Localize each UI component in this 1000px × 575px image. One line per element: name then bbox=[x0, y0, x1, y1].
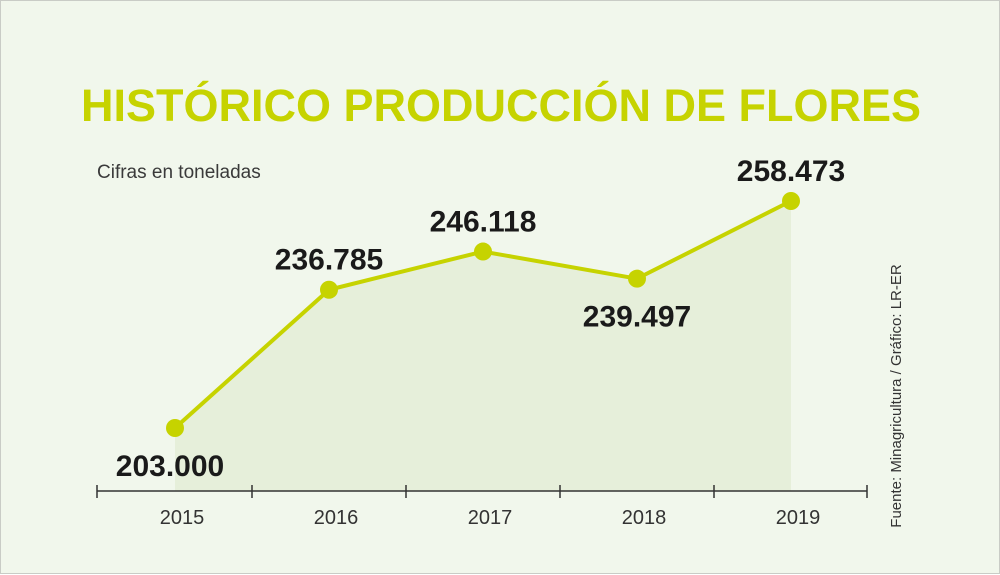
chart-title: HISTÓRICO PRODUCCIÓN DE FLORES bbox=[81, 80, 921, 131]
data-point-2016 bbox=[320, 280, 338, 299]
x-tick-label-2018: 2018 bbox=[622, 507, 667, 529]
data-points bbox=[166, 192, 800, 437]
data-label-2018: 239.497 bbox=[583, 301, 691, 334]
data-label-2019: 258.473 bbox=[737, 155, 845, 188]
x-tick-label-2019: 2019 bbox=[776, 507, 821, 529]
x-tick-label-2016: 2016 bbox=[314, 507, 359, 529]
data-point-2017 bbox=[474, 242, 492, 261]
data-point-2015 bbox=[166, 419, 184, 437]
data-label-2015: 203.000 bbox=[116, 450, 224, 483]
data-point-2019 bbox=[782, 192, 800, 210]
data-labels: 203.000 236.785 246.118 239.497 258.473 bbox=[116, 155, 845, 483]
data-label-2017: 246.118 bbox=[430, 206, 537, 239]
data-point-2018 bbox=[628, 269, 646, 288]
plot-area: 203.000 236.785 246.118 239.497 258.473 2015… bbox=[96, 155, 868, 529]
source-note: Fuente: Minagricultura / Gráfico: LR-ER bbox=[888, 264, 905, 528]
x-tick-labels: 2015 2016 2017 2018 2019 bbox=[160, 507, 821, 529]
x-axis-ticks bbox=[96, 485, 868, 498]
data-label-2016: 236.785 bbox=[275, 244, 383, 277]
x-tick-label-2015: 2015 bbox=[160, 507, 205, 529]
area-fill bbox=[175, 201, 791, 491]
chart-subtitle: Cifras en toneladas bbox=[97, 162, 261, 183]
x-tick-label-2017: 2017 bbox=[468, 507, 513, 529]
